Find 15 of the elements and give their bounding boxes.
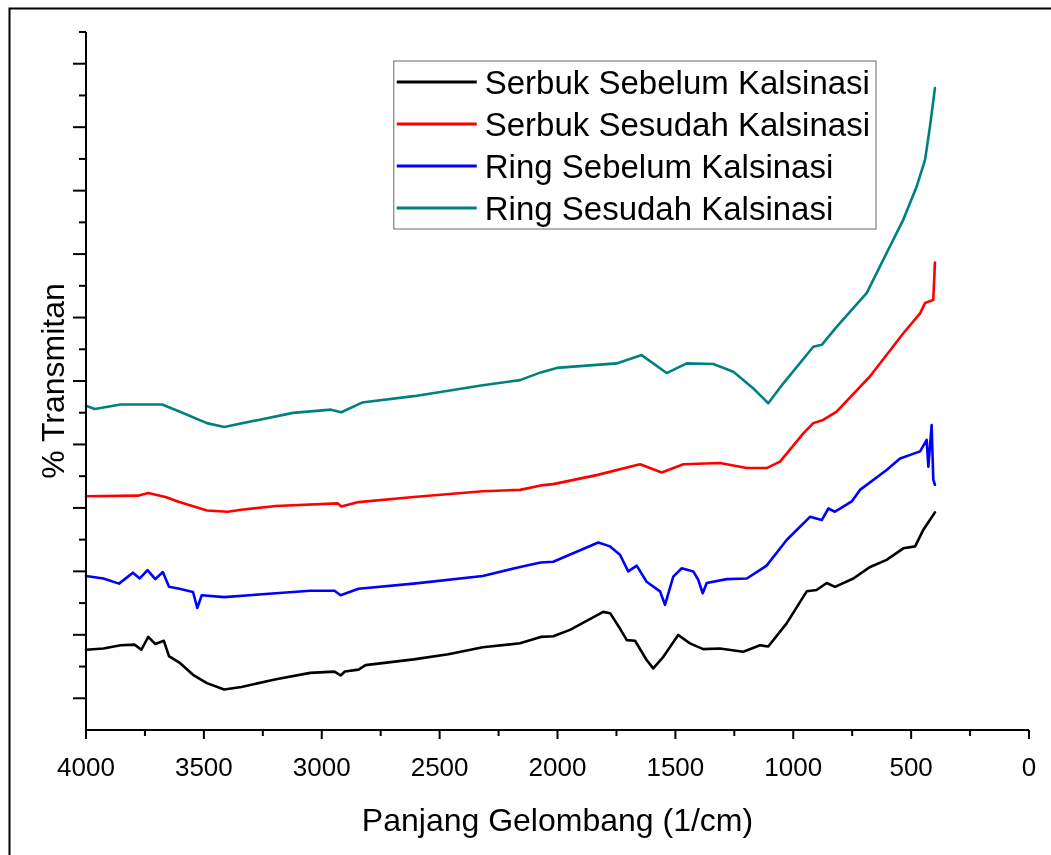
x-tick-label: 4000: [57, 752, 115, 782]
x-tick-label: 0: [1021, 752, 1037, 782]
x-tick-label: 3500: [174, 752, 233, 782]
x-tick-label: 2000: [528, 752, 587, 782]
x-axis-title: Panjang Gelombang (1/cm): [361, 802, 754, 838]
x-tick-label: 2500: [410, 752, 469, 782]
legend-label: Ring Sebelum Kalsinasi: [484, 148, 834, 185]
x-tick-label: 1500: [646, 752, 705, 782]
legend-label: Ring Sesudah Kalsinasi: [484, 190, 834, 227]
y-axis-title: % Transmitan: [35, 283, 71, 479]
x-tick-label: 3000: [292, 752, 351, 782]
legend-label: Serbuk Sesudah Kalsinasi: [484, 106, 870, 143]
x-tick-label: 1000: [764, 752, 823, 782]
legend-label: Serbuk Sebelum Kalsinasi: [484, 64, 870, 101]
x-tick-label: 500: [889, 752, 933, 782]
